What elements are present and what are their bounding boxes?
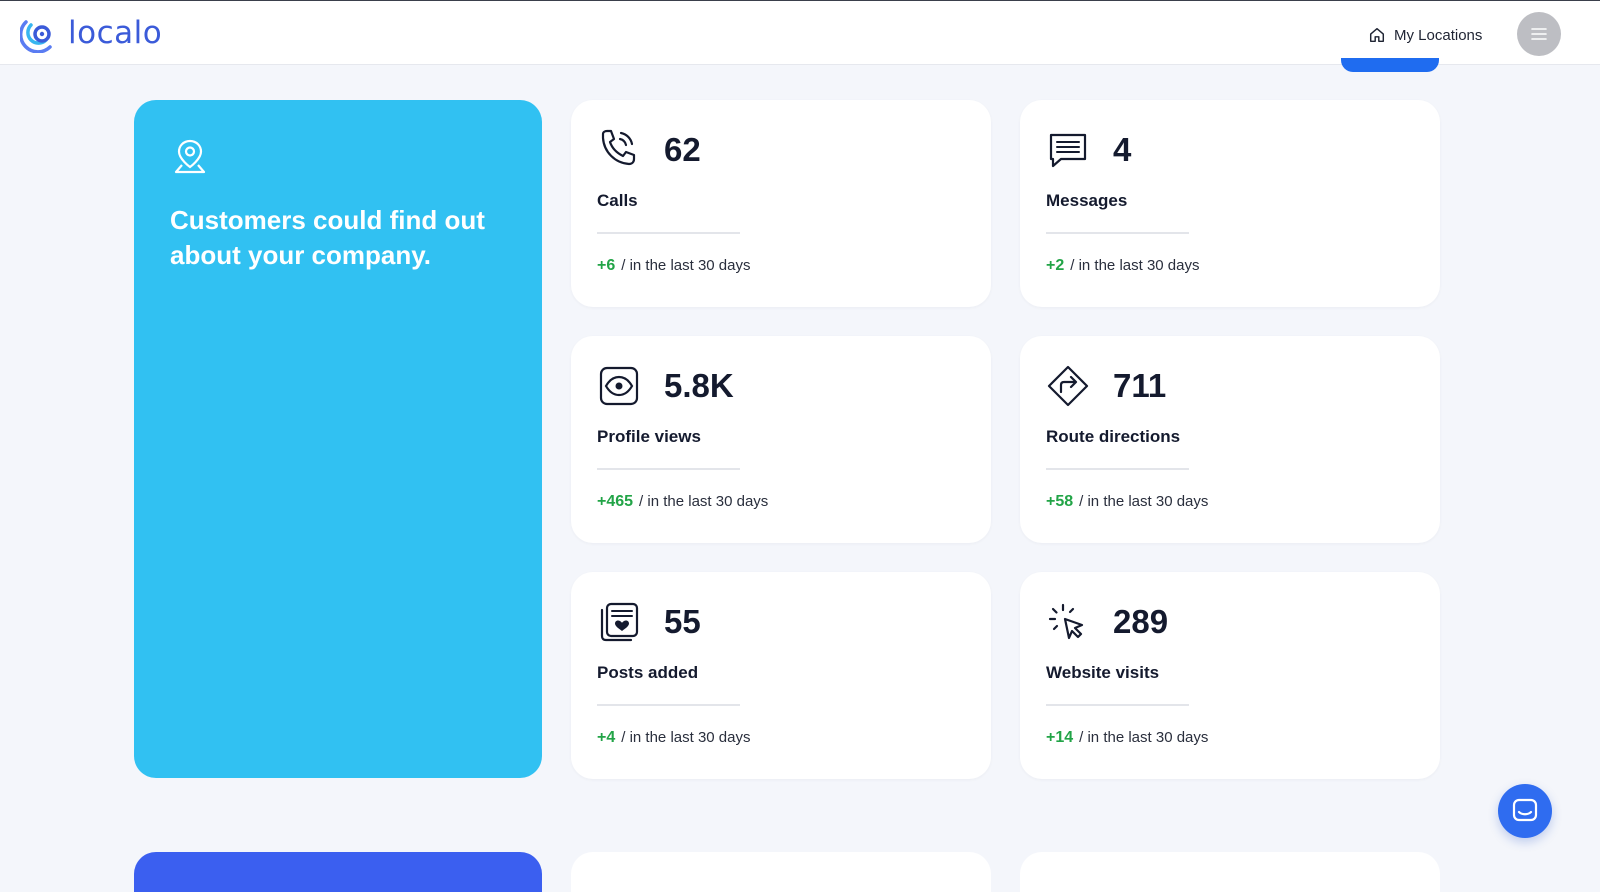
stat-label: Website visits	[1046, 663, 1160, 682]
stat-delta-row: +6 / in the last 30 days	[597, 257, 751, 275]
click-cursor-icon	[1048, 603, 1084, 640]
message-icon	[1049, 133, 1087, 168]
stat-card-calls: 62 Calls +6 / in the last 30 days	[571, 100, 991, 307]
stat-card-website-visits: 289 Website visits +14 / in the last 30 …	[1020, 572, 1440, 779]
stat-label: Posts added	[597, 663, 699, 682]
stat-delta-row: +4 / in the last 30 days	[597, 729, 751, 747]
chat-button[interactable]	[1498, 784, 1552, 838]
stat-period: / in the last 30 days	[1079, 729, 1209, 746]
stat-value: 5.8K	[664, 367, 734, 404]
divider	[1046, 704, 1189, 706]
divider	[597, 232, 740, 234]
stat-period: / in the last 30 days	[639, 493, 769, 510]
my-locations-link[interactable]: My Locations	[1368, 23, 1482, 47]
localo-logo-icon	[20, 20, 52, 53]
stat-delta-row: +465 / in the last 30 days	[597, 493, 768, 511]
posts-icon	[600, 602, 639, 642]
stat-period: / in the last 30 days	[621, 729, 751, 746]
stat-delta: +4	[597, 729, 616, 746]
stat-delta: +58	[1046, 493, 1074, 510]
stat-label: Route directions	[1046, 427, 1181, 446]
stat-card-profile-views: 5.8K Profile views +465 / in the last 30…	[571, 336, 991, 543]
stat-value: 289	[1113, 603, 1169, 640]
phone-icon	[601, 129, 636, 166]
location-pin-icon	[174, 139, 206, 174]
next-section-card	[134, 852, 542, 892]
hero-text: Customers could find out about your comp…	[170, 205, 485, 270]
stat-delta: +465	[597, 493, 634, 510]
stat-label: Messages	[1046, 191, 1128, 210]
next-stat-card	[571, 852, 991, 892]
my-locations-label: My Locations	[1394, 26, 1483, 44]
route-direction-icon	[1047, 365, 1089, 407]
stat-delta: +6	[597, 257, 616, 274]
stat-delta-row: +14 / in the last 30 days	[1046, 729, 1208, 747]
divider	[1046, 468, 1189, 470]
partially-hidden-button[interactable]	[1341, 58, 1439, 72]
stat-period: / in the last 30 days	[1070, 257, 1200, 274]
stat-label: Profile views	[597, 427, 701, 446]
app-header: localo My Locations	[0, 1, 1600, 65]
stat-delta-row: +58 / in the last 30 days	[1046, 493, 1208, 511]
stat-delta: +14	[1046, 729, 1074, 746]
stat-period: / in the last 30 days	[621, 257, 751, 274]
stat-card-messages: 4 Messages +2 / in the last 30 days	[1020, 100, 1440, 307]
home-icon	[1369, 27, 1385, 43]
stat-card-route-directions: 711 Route directions +58 / in the last 3…	[1020, 336, 1440, 543]
stat-card-posts-added: 55 Posts added +4 / in the last 30 days	[571, 572, 991, 779]
divider	[1046, 232, 1189, 234]
divider	[597, 704, 740, 706]
stat-delta-row: +2 / in the last 30 days	[1046, 257, 1200, 275]
stat-value: 55	[664, 603, 701, 640]
stat-delta: +2	[1046, 257, 1065, 274]
stat-period: / in the last 30 days	[1079, 493, 1209, 510]
next-stat-card	[1020, 852, 1440, 892]
window-top-border	[0, 0, 1600, 1]
divider	[597, 468, 740, 470]
hamburger-icon	[1531, 28, 1547, 40]
stat-value: 4	[1113, 131, 1132, 168]
stat-label: Calls	[597, 191, 638, 210]
menu-button[interactable]	[1517, 12, 1561, 56]
stat-value: 62	[664, 131, 701, 168]
chat-icon	[1512, 798, 1538, 822]
logo[interactable]: localo	[20, 13, 162, 53]
hero-card: Customers could find out about your comp…	[134, 100, 542, 778]
logo-text: localo	[68, 15, 163, 51]
stat-value: 711	[1113, 367, 1167, 404]
eye-icon	[599, 366, 639, 406]
